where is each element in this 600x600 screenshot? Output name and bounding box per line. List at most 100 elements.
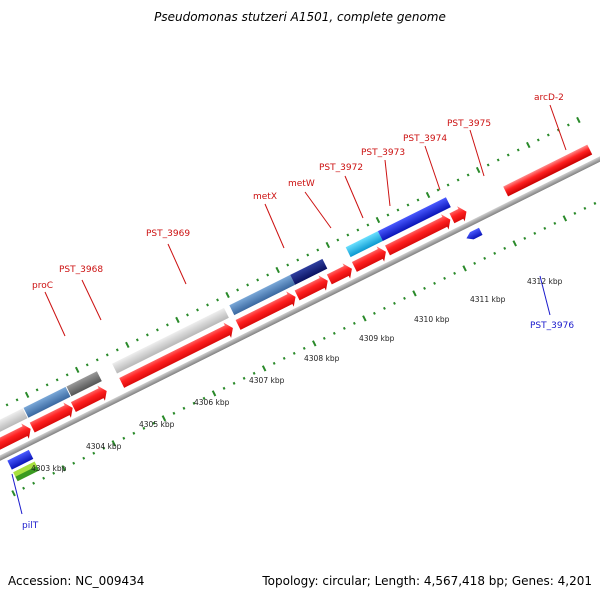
tick-major — [512, 240, 517, 247]
tick-minor — [15, 398, 19, 402]
tick-minor — [483, 256, 487, 260]
tick-minor — [446, 183, 450, 187]
gene-label[interactable]: PST_3975 — [447, 119, 491, 129]
tick-row-lower — [11, 201, 597, 497]
cds-arrow-reverse[interactable] — [465, 227, 483, 242]
tick-minor — [192, 401, 196, 405]
tick-minor — [436, 188, 440, 192]
cds-arrow[interactable] — [118, 320, 237, 391]
tick-minor — [5, 403, 9, 407]
tick-minor — [52, 471, 56, 475]
cds-arrow[interactable] — [0, 421, 34, 454]
gene-label[interactable]: arcD-2 — [534, 93, 564, 103]
tick-minor — [152, 421, 156, 425]
cds-arrow[interactable] — [384, 212, 454, 258]
tick-major — [526, 141, 531, 149]
gene-labels: proC PST_3968 PST_3969 metX metW PST_397… — [11, 93, 574, 531]
tick-major — [576, 116, 581, 124]
gene-label[interactable]: PST_3973 — [361, 148, 405, 158]
cds-arrow[interactable] — [234, 289, 299, 333]
tick-minor — [222, 386, 226, 390]
tick-minor — [236, 288, 240, 292]
tick-minor — [322, 336, 326, 340]
tick-minor — [496, 158, 500, 162]
tick-minor — [145, 333, 149, 337]
feature-cyan[interactable] — [345, 231, 383, 258]
genome-track — [0, 116, 600, 497]
feature-gray[interactable] — [112, 307, 229, 374]
tick-minor — [393, 301, 396, 305]
tick-minor — [336, 238, 340, 242]
tick-minor — [286, 263, 290, 267]
gene-label[interactable]: metX — [253, 192, 277, 202]
tick-minor — [72, 461, 76, 465]
tick-minor — [296, 258, 300, 262]
cds-arrow[interactable] — [448, 204, 470, 226]
tick-major — [425, 191, 431, 199]
tick-minor — [423, 286, 426, 290]
feature-blue[interactable] — [7, 449, 34, 470]
tick-minor — [566, 123, 570, 127]
tick-minor — [533, 231, 537, 235]
tick-minor — [92, 451, 96, 455]
tick-minor — [316, 248, 320, 252]
feature-darkgray[interactable] — [66, 371, 102, 397]
tick-major — [261, 365, 267, 372]
tick-major — [111, 440, 117, 447]
tick-minor — [306, 253, 310, 257]
tick-minor — [583, 206, 587, 210]
tick-major — [61, 465, 66, 472]
gene-label[interactable]: proC — [32, 281, 53, 291]
cds-arrow[interactable] — [293, 273, 331, 303]
tick-minor — [546, 133, 550, 137]
feature-steel[interactable] — [229, 274, 296, 316]
tick-minor — [82, 456, 86, 460]
scale-label: 4307 kbp — [249, 376, 285, 385]
tick-minor — [453, 271, 457, 275]
tick-major — [375, 216, 381, 224]
tick-minor — [122, 436, 126, 440]
tick-minor — [383, 306, 386, 310]
gene-label[interactable]: PST_3969 — [146, 229, 190, 239]
gene-label[interactable]: metW — [288, 179, 315, 189]
gene-label[interactable]: pilT — [22, 521, 39, 531]
gene-label[interactable]: PST_3976 — [530, 321, 574, 331]
tick-major — [125, 341, 130, 349]
feature-green[interactable] — [15, 466, 40, 482]
tick-minor — [135, 338, 139, 342]
tick-minor — [282, 356, 286, 360]
tick-minor — [45, 383, 49, 387]
cds-arrow[interactable] — [503, 144, 593, 197]
tick-minor — [65, 373, 69, 377]
feature-navy[interactable] — [290, 258, 328, 285]
cds-arrow[interactable] — [326, 261, 356, 287]
tick-minor — [182, 406, 186, 410]
cds-arrow[interactable] — [28, 400, 76, 435]
tick-minor — [493, 251, 497, 255]
feature-lime[interactable] — [13, 461, 38, 478]
tick-minor — [35, 388, 39, 392]
scale-label: 4304 kbp — [86, 442, 122, 451]
feature-gray[interactable] — [0, 408, 28, 437]
tick-minor — [346, 233, 350, 237]
scale-label: 4309 kbp — [359, 334, 395, 343]
feature-steel[interactable] — [23, 386, 71, 418]
cds-arrow[interactable] — [70, 383, 111, 415]
tick-minor — [216, 298, 219, 302]
tick-minor — [332, 331, 336, 335]
tick-minor — [403, 296, 406, 300]
tick-major — [175, 316, 180, 324]
tick-minor — [256, 278, 260, 282]
tick-major — [475, 166, 481, 174]
gene-label[interactable]: PST_3974 — [403, 134, 447, 144]
tick-minor — [433, 281, 436, 285]
scale-label: 4305 kbp — [139, 420, 175, 429]
tick-minor — [95, 358, 99, 362]
cds-arrow[interactable] — [351, 244, 390, 275]
gene-label[interactable]: PST_3972 — [319, 163, 363, 173]
tick-minor — [356, 228, 360, 232]
tick-minor — [352, 321, 356, 325]
gene-label[interactable]: PST_3968 — [59, 265, 103, 275]
feature-blue[interactable] — [377, 197, 451, 242]
